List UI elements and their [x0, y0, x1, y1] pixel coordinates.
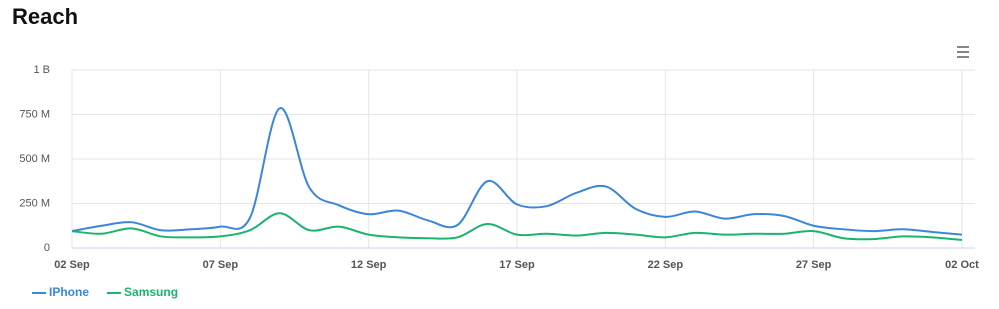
- chart-title: Reach: [12, 4, 78, 29]
- y-tick-label: 0: [44, 242, 50, 254]
- x-tick-label: 22 Sep: [648, 259, 684, 271]
- x-tick-label: 02 Oct: [945, 259, 979, 271]
- x-tick-label: 17 Sep: [499, 259, 535, 271]
- x-tick-label: 27 Sep: [796, 259, 832, 271]
- legend-label: IPhone: [49, 285, 89, 299]
- series-line: [71, 212, 963, 241]
- y-tick-label: 250 M: [19, 197, 50, 209]
- legend-label: Samsung: [124, 285, 178, 299]
- x-tick-label: 07 Sep: [203, 259, 239, 271]
- y-tick-label: 1 B: [33, 64, 50, 76]
- x-tick-label: 02 Sep: [54, 259, 90, 271]
- x-tick-label: 12 Sep: [351, 259, 387, 271]
- menu-icon[interactable]: [957, 46, 969, 58]
- series-line: [71, 107, 963, 236]
- y-tick-label: 750 M: [19, 108, 50, 120]
- y-tick-label: 500 M: [19, 153, 50, 165]
